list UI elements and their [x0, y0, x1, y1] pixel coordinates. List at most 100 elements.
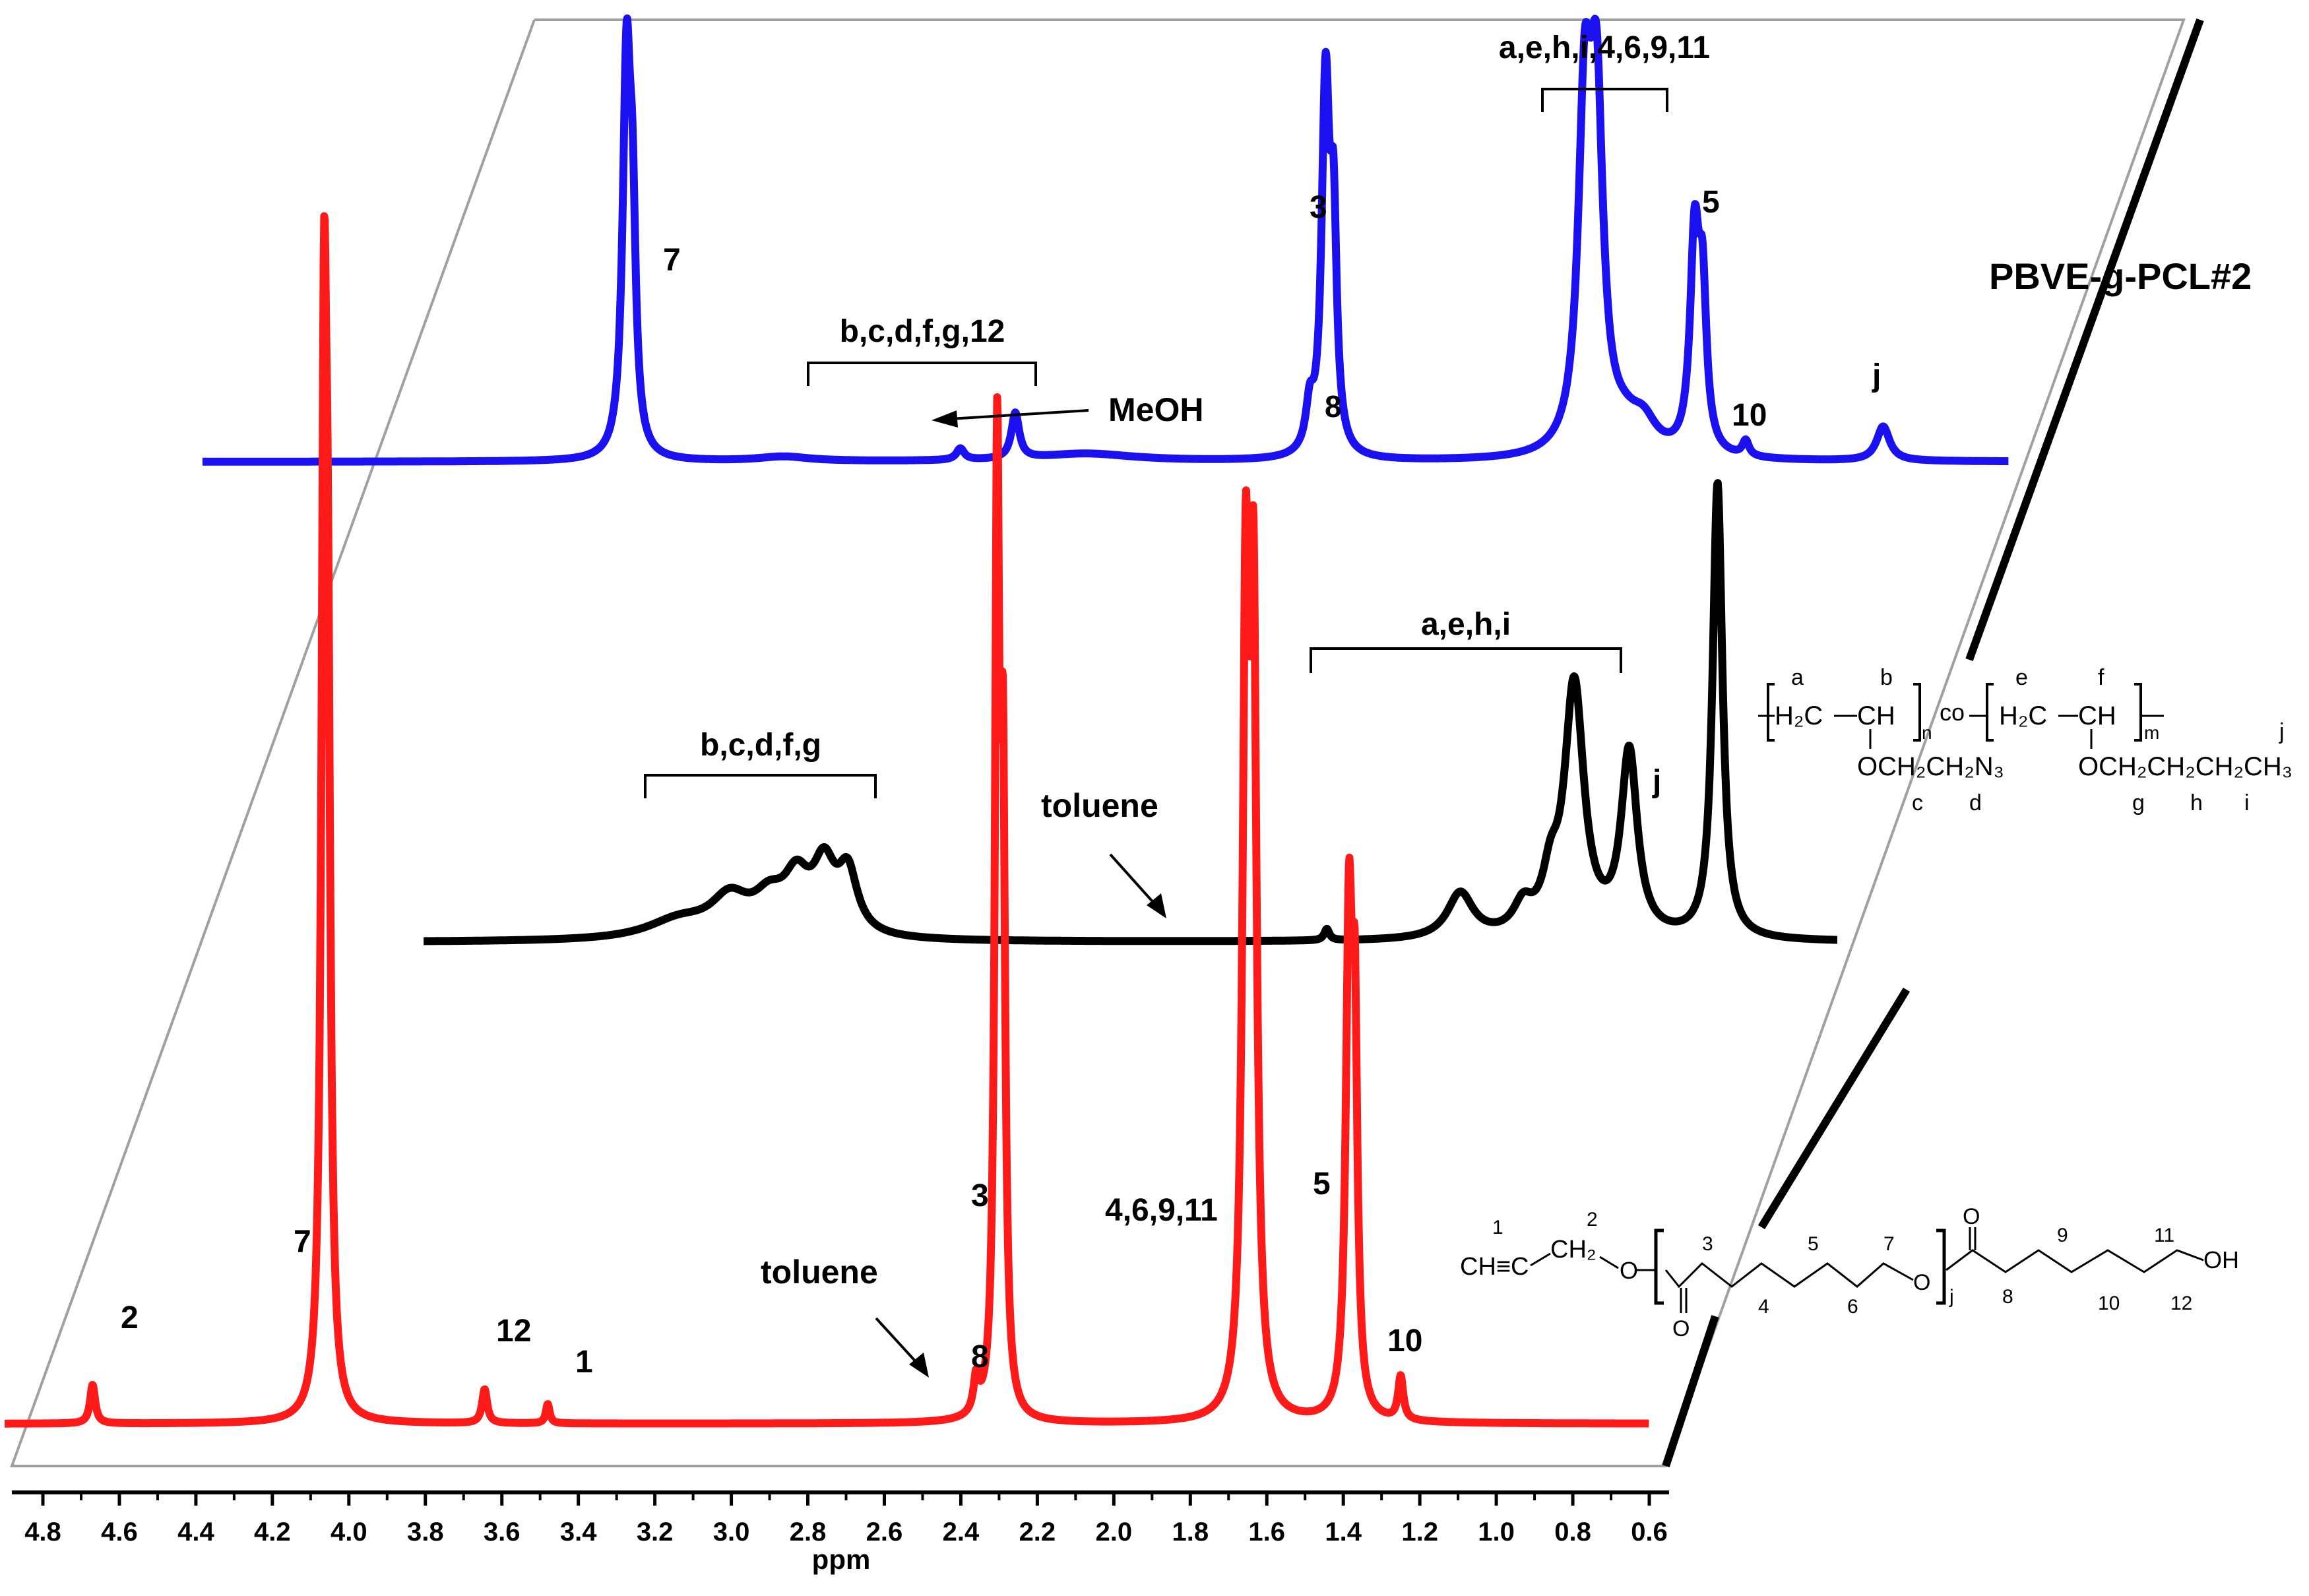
graft-peak-10: 10	[1732, 398, 1767, 433]
pcl-peak-4-6-9-11: 4,6,9,11	[1105, 1193, 1218, 1228]
graft-peak-5: 5	[1702, 185, 1720, 220]
pbve-bracket-2-label: a,e,h,i	[1421, 607, 1511, 642]
pcl-o-ester: O	[1913, 1270, 1930, 1295]
pbve-label-h: h	[2190, 790, 2203, 815]
pcl-peak-1: 1	[575, 1345, 593, 1380]
x-tick-label-0: 4.8	[24, 1517, 61, 1547]
pcl-peak-12: 12	[496, 1314, 531, 1349]
pbve-bracket-1	[645, 775, 875, 798]
pcl-peak-5: 5	[1313, 1166, 1331, 1201]
pbve-label-i: i	[2244, 790, 2250, 815]
pbve-structure: a b H₂C CH n co e f H₂C CH m j OCH₂CH₂N₃…	[1758, 665, 2293, 815]
x-tick-label-5: 3.8	[407, 1517, 444, 1547]
pbve-subscript-n: n	[1922, 722, 1932, 743]
pcl-o-carbonyl-1: O	[1672, 1316, 1690, 1341]
pcl-peak-10: 10	[1387, 1324, 1422, 1358]
x-tick-label-14: 2.0	[1096, 1517, 1133, 1547]
pcl-num-5: 5	[1808, 1233, 1819, 1255]
x-tick-label-7: 3.4	[560, 1517, 597, 1547]
spectrum-pcl	[5, 216, 1649, 1424]
x-tick-label-20: 0.8	[1554, 1517, 1591, 1547]
pbve-labels: b,c,d,f,g toluene a,e,h,i j	[645, 607, 1661, 918]
pbve-label-b: b	[1880, 665, 1893, 690]
pbve-toluene-label: toluene	[1041, 787, 1158, 824]
pbve-subscript-m: m	[2144, 722, 2159, 743]
pcl-alkyne: CH≡C	[1460, 1253, 1529, 1281]
pbve-label-g: g	[2132, 790, 2145, 815]
graft-bracket-2-label: a,e,h,i,4,6,9,11	[1499, 30, 1710, 65]
pbve-bracket-1-label: b,c,d,f,g	[700, 728, 821, 763]
pcl-num-7: 7	[1883, 1233, 1895, 1255]
x-tick-label-8: 3.2	[637, 1517, 674, 1547]
x-tick-label-2: 4.4	[177, 1517, 214, 1547]
pcl-peak-7: 7	[294, 1225, 311, 1260]
graft-bracket-1	[808, 363, 1036, 386]
pcl-zigzag-chain	[1666, 1263, 1913, 1287]
pcl-num-2: 2	[1587, 1209, 1598, 1230]
pcl-num-1: 1	[1492, 1217, 1503, 1238]
x-tick-label-12: 2.4	[943, 1517, 980, 1547]
pcl-oh: OH	[2203, 1246, 2239, 1273]
pcl-o-carbonyl-2: O	[1963, 1204, 1980, 1229]
pbve-h2c-2: H₂C	[1999, 701, 2047, 730]
pcl-num-10: 10	[2098, 1293, 2120, 1314]
x-tick-label-15: 1.8	[1172, 1517, 1209, 1547]
pcl-num-8: 8	[2002, 1286, 2013, 1308]
pcl-peak-2: 2	[121, 1300, 139, 1335]
meoh-label: MeOH	[1108, 391, 1203, 428]
pbve-butyl-chain: OCH₂CH₂CH₂CH₃	[2078, 752, 2293, 781]
graft-peak-7: 7	[663, 243, 681, 278]
pbve-label-c: c	[1912, 790, 1923, 815]
x-tick-label-3: 4.2	[254, 1517, 291, 1547]
pbve-label-d: d	[1969, 790, 1982, 815]
meoh-arrow-head	[932, 410, 958, 428]
pcl-num-9: 9	[2057, 1225, 2068, 1246]
graft-peak-8: 8	[1325, 389, 1342, 424]
pcl-peak-8: 8	[971, 1339, 989, 1374]
pbve-azide-chain: OCH₂CH₂N₃	[1857, 752, 2004, 781]
frame-thick-edge-middle	[1761, 990, 1907, 1227]
x-tick-label-18: 1.2	[1401, 1517, 1438, 1547]
x-tick-label-9: 3.0	[713, 1517, 750, 1547]
pcl-toluene-label: toluene	[761, 1254, 878, 1291]
x-axis: 4.8 4.6 4.4 4.2 4.0 3.8 3.6 3.4 3.2 3.0 2.8 2.6 2.4 2…	[12, 1492, 1669, 1575]
graft-peak-j: j	[1872, 358, 1881, 393]
x-tick-label-10: 2.8	[790, 1517, 827, 1547]
pcl-toluene-arrow-line	[876, 1318, 918, 1364]
nmr-stack-plot: 4.8 4.6 4.4 4.2 4.0 3.8 3.6 3.4 3.2 3.0 2.8 2.6 2.4 2…	[0, 0, 2309, 1596]
pcl-num-4: 4	[1758, 1296, 1769, 1318]
nmr-figure: 4.8 4.6 4.4 4.2 4.0 3.8 3.6 3.4 3.2 3.0 2.8 2.6 2.4 2…	[0, 0, 2309, 1596]
x-tick-label-19: 1.0	[1478, 1517, 1515, 1547]
x-tick-label-21: 0.6	[1631, 1517, 1668, 1547]
pbve-bracket-2	[1311, 649, 1621, 673]
spectrum-pbve	[424, 483, 1837, 941]
pcl-bracket-left	[1656, 1230, 1664, 1303]
graft-labels: PBVE-g-PCL#2 7 b,c,d,f,g,12 MeOH 3 8 a,e…	[663, 30, 2252, 433]
pbve-bracket-left	[1768, 684, 1775, 740]
x-tick-label-17: 1.4	[1325, 1517, 1362, 1547]
x-axis-title: ppm	[812, 1544, 871, 1575]
pcl-ch2: CH₂	[1550, 1236, 1597, 1263]
pcl-bond-c-ch2	[1531, 1254, 1550, 1265]
pcl-subscript-j: j	[1949, 1286, 1954, 1308]
pbve-ch-1: CH	[1857, 701, 1895, 730]
pbve-label-j: j	[2279, 719, 2285, 744]
graft-bracket-2	[1542, 89, 1667, 112]
pbve-bracket-n	[1913, 684, 1920, 740]
pcl-structure: 1 2 CH≡C CH₂ O O O j O OH 3 4 5 6 7 8 9 …	[1460, 1204, 2239, 1341]
pcl-num-3: 3	[1702, 1233, 1713, 1255]
pcl-num-11: 11	[2154, 1225, 2174, 1246]
pbve-toluene-arrow-line	[1110, 854, 1156, 905]
x-tick-label-1: 4.6	[101, 1517, 138, 1547]
pcl-bracket-right	[1936, 1230, 1944, 1303]
frame-thick-edge-top	[1969, 20, 2200, 660]
pcl-bond-ch2-o	[1600, 1257, 1618, 1268]
pbve-bracket-m	[2134, 684, 2141, 740]
pbve-ch-2: CH	[2078, 701, 2116, 730]
graft-peak-3: 3	[1310, 190, 1327, 225]
pcl-num-12: 12	[2170, 1293, 2192, 1314]
pcl-o-ether: O	[1620, 1257, 1638, 1284]
x-tick-label-4: 4.0	[331, 1517, 367, 1547]
graft-bracket-1-label: b,c,d,f,g,12	[840, 314, 1005, 349]
pbve-label-f: f	[2098, 665, 2104, 690]
